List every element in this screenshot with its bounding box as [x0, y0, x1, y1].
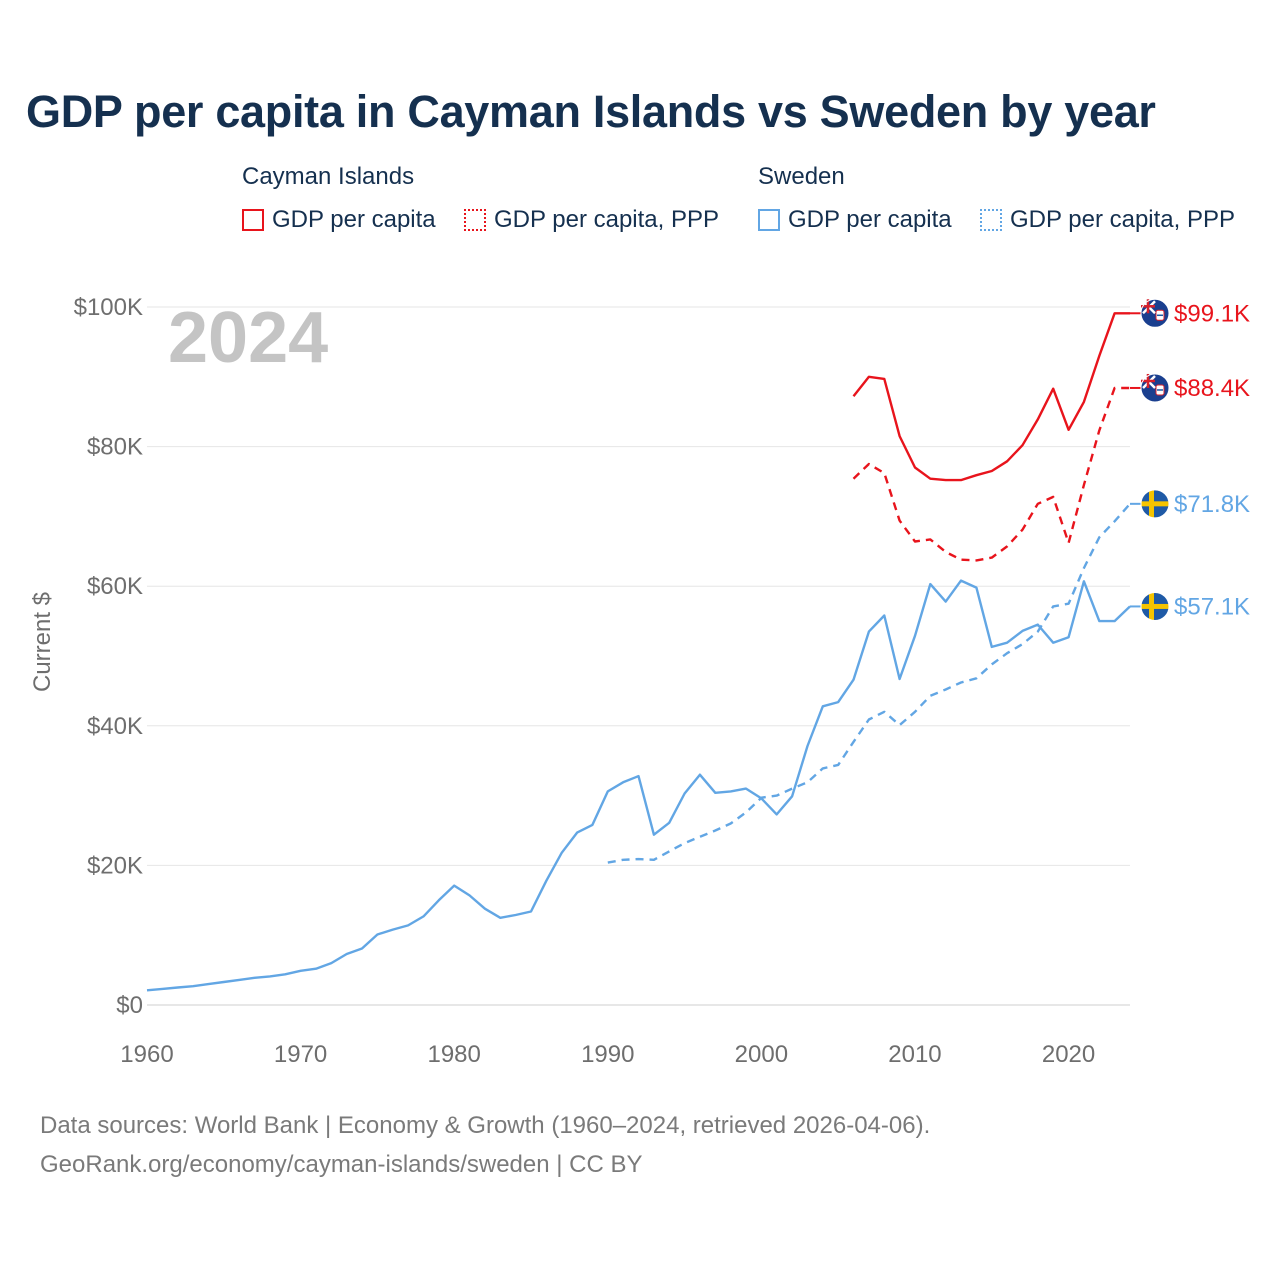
series: [146, 312, 1131, 992]
end-value-label: $71.8K: [1174, 491, 1250, 518]
chart-title: GDP per capita in Cayman Islands vs Swed…: [26, 86, 1156, 137]
source-line-1: Data sources: World Bank | Economy & Gro…: [40, 1112, 931, 1139]
series-line[interactable]: [852, 312, 1131, 482]
series-line[interactable]: [607, 503, 1131, 864]
end-value-label: $57.1K: [1174, 593, 1250, 620]
legend-label: GDP per capita, PPP: [494, 206, 719, 233]
x-tick-label: 1970: [274, 1041, 327, 1068]
y-tick-label: $60K: [87, 573, 143, 600]
y-tick-label: $0: [116, 992, 143, 1019]
year-watermark: 2024: [168, 298, 328, 378]
legend-swatch-dotted-icon: [464, 209, 486, 231]
series-line[interactable]: [852, 386, 1131, 562]
y-tick-label: $40K: [87, 713, 143, 740]
legend-item-sweden-ppp[interactable]: GDP per capita, PPP: [980, 205, 1235, 235]
legend-item-sweden-gdp[interactable]: GDP per capita: [758, 205, 952, 235]
legend-label: GDP per capita: [788, 206, 952, 233]
grid: [147, 306, 1130, 1006]
series-line[interactable]: [146, 579, 1131, 992]
sweden-flag-icon: [1140, 591, 1170, 621]
data-sources: Data sources: World Bank | Economy & Gro…: [40, 1106, 930, 1184]
y-tick-label: $80K: [87, 434, 143, 461]
x-tick-label: 2000: [735, 1041, 788, 1068]
end-labels: $99.1K $88.4K $57.1K $71.8K: [1130, 298, 1250, 621]
legend-swatch-dotted-icon: [980, 209, 1002, 231]
end-value-label: $88.4K: [1174, 375, 1250, 402]
cayman-islands-flag-icon: [1140, 373, 1170, 403]
x-tick-label: 2010: [888, 1041, 941, 1068]
y-tick-label: $20K: [87, 852, 143, 879]
legend-item-cayman-ppp[interactable]: GDP per capita, PPP: [464, 205, 719, 235]
axes: $0 $20K $40K $60K $80K $100K 1960 1970 1980 1990 2…: [74, 294, 1096, 1068]
y-tick-label: $100K: [74, 294, 143, 321]
legend-swatch-solid-icon: [758, 209, 780, 231]
x-tick-label: 2020: [1042, 1041, 1095, 1068]
legend-group-cayman: Cayman Islands: [242, 163, 415, 190]
legend-swatch-solid-icon: [242, 209, 264, 231]
y-axis-label: Current $: [29, 592, 56, 692]
legend-item-cayman-gdp[interactable]: GDP per capita: [242, 205, 436, 235]
x-tick-label: 1980: [427, 1041, 480, 1068]
x-tick-label: 1990: [581, 1041, 634, 1068]
x-tick-label: 1960: [120, 1041, 173, 1068]
legend-group-sweden: Sweden: [758, 163, 845, 190]
source-line-2[interactable]: GeoRank.org/economy/cayman-islands/swede…: [40, 1151, 643, 1178]
end-value-label: $99.1K: [1174, 300, 1250, 327]
cayman-islands-flag-icon: [1140, 298, 1170, 328]
legend-label: GDP per capita: [272, 206, 436, 233]
sweden-flag-icon: [1140, 489, 1170, 519]
legend-label: GDP per capita, PPP: [1010, 206, 1235, 233]
